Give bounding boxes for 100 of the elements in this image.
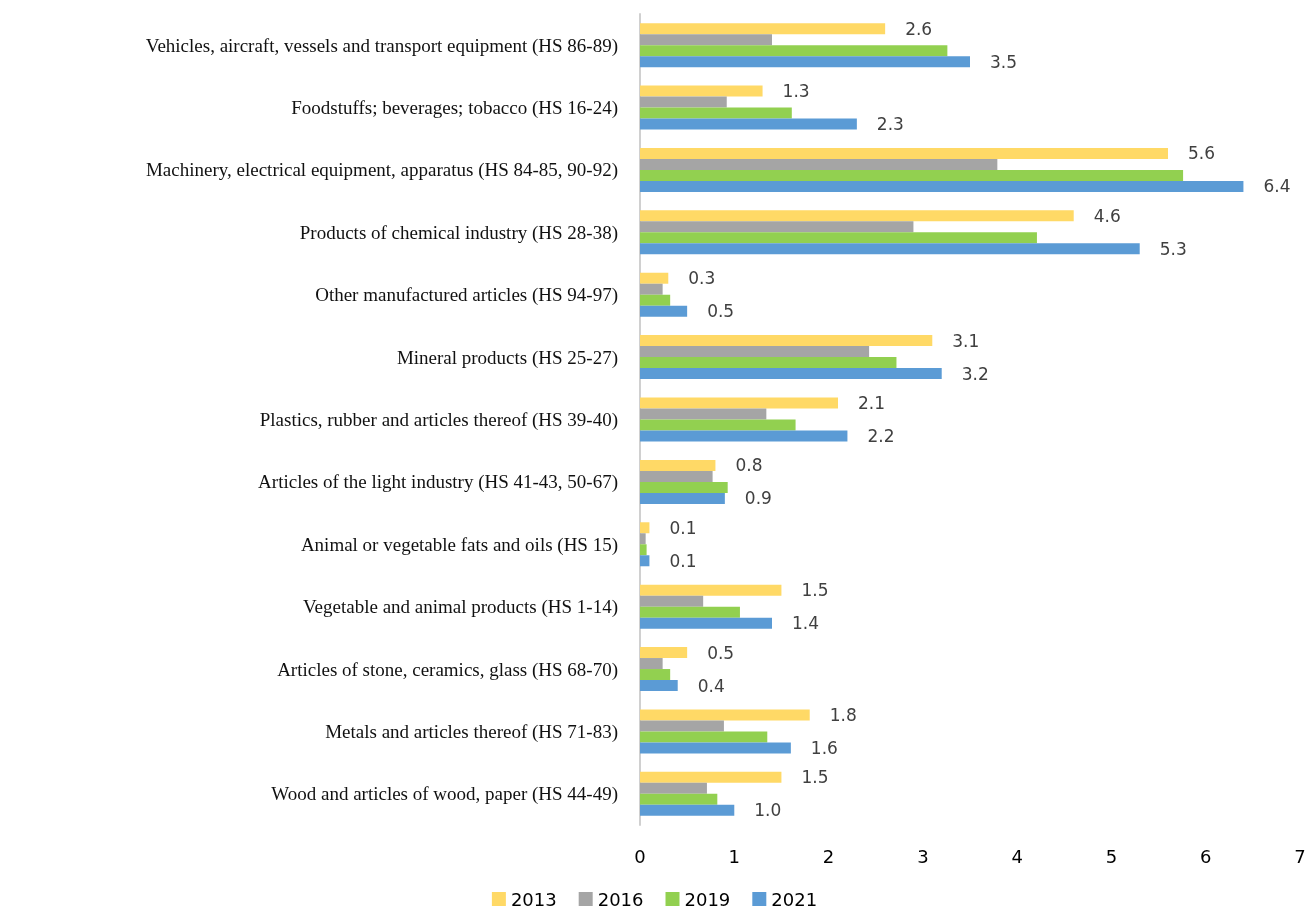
bar	[640, 210, 1074, 222]
bar	[640, 45, 948, 57]
y-tick-label: Metals and articles thereof (HS 71-83)	[325, 720, 618, 743]
y-tick-label: Products of chemical industry (HS 28-38)	[299, 221, 618, 244]
data-label: 5.6	[1188, 143, 1216, 164]
bar	[640, 669, 671, 681]
bar	[640, 368, 942, 380]
data-label: 1.5	[801, 580, 829, 601]
bar	[640, 283, 663, 295]
data-label: 1.6	[810, 737, 838, 758]
x-tick-label: 6	[1199, 845, 1212, 867]
bar	[640, 709, 810, 721]
bar	[640, 680, 678, 692]
x-tick-label: 4	[1011, 845, 1023, 867]
x-tick-label: 2	[822, 845, 835, 867]
bar	[640, 595, 704, 607]
y-tick-label: Foodstuffs; beverages; tobacco (HS 16-24)	[291, 97, 618, 120]
bar	[640, 793, 718, 805]
bar	[640, 180, 1244, 192]
data-label: 0.8	[735, 455, 763, 476]
y-tick-label: Articles of the light industry (HS 41-43, 50-67)	[258, 471, 618, 494]
bar	[640, 771, 782, 783]
bar	[640, 720, 724, 732]
y-tick-label: Articles of stone, ceramics, glass (HS 68-70)	[277, 658, 618, 681]
data-label: 1.8	[829, 704, 857, 725]
bar	[640, 731, 768, 743]
data-label: 6.4	[1263, 176, 1291, 197]
bar	[640, 147, 1168, 159]
y-tick-label: Vegetable and animal products (HS 1-14)	[303, 596, 618, 619]
data-label: 2.2	[867, 426, 895, 446]
data-label: 3.2	[961, 363, 989, 384]
y-tick-label: Wood and articles of wood, paper (HS 44-49)	[271, 783, 618, 806]
bar	[640, 658, 663, 670]
bar	[640, 357, 897, 369]
bar	[640, 533, 646, 545]
data-label: 0.9	[744, 488, 772, 509]
bar	[640, 419, 796, 431]
bar	[640, 118, 857, 130]
bar	[640, 742, 791, 754]
bar	[640, 544, 647, 556]
data-label: 2.1	[858, 393, 886, 413]
bar	[640, 107, 792, 119]
legend-label: 2021	[771, 888, 818, 910]
data-label: 0.4	[697, 675, 725, 696]
bar	[640, 606, 740, 618]
legend-label: 2019	[684, 888, 731, 910]
bar	[640, 158, 998, 170]
bar	[640, 34, 772, 46]
legend-label: 2016	[597, 888, 644, 910]
data-label: 0.5	[707, 642, 735, 663]
data-label: 2.3	[876, 114, 904, 135]
bar	[640, 430, 848, 442]
data-label: 0.5	[707, 301, 735, 322]
data-label: 4.6	[1093, 205, 1121, 226]
y-tick-label: Animal or vegetable fats and oils (HS 15)	[300, 533, 618, 556]
y-tick-label: Machinery, electrical equipment, apparatus (HS 84-85, 90-92)	[145, 159, 618, 182]
data-label: 1.5	[801, 767, 829, 788]
bar	[640, 584, 782, 596]
x-tick-label: 5	[1105, 845, 1118, 867]
x-tick-label: 1	[728, 845, 741, 867]
data-label: 5.3	[1159, 238, 1187, 259]
data-label: 1.0	[754, 800, 782, 821]
bar	[640, 647, 688, 659]
bar	[640, 23, 886, 35]
data-label: 1.3	[782, 81, 810, 102]
y-tick-label: Vehicles, aircraft, vessels and transport equipment (HS 86-89)	[145, 34, 618, 57]
bar	[640, 85, 763, 97]
bar	[640, 397, 838, 409]
bar	[640, 555, 650, 567]
bar	[640, 804, 735, 816]
bar	[640, 408, 767, 420]
bar	[640, 470, 713, 482]
bar	[640, 56, 970, 68]
bar	[640, 481, 728, 493]
data-label: 1.4	[792, 613, 820, 634]
bar	[640, 169, 1184, 181]
data-label: 0.1	[669, 517, 697, 538]
bar	[640, 492, 725, 504]
data-label: 3.5	[990, 51, 1018, 72]
y-tick-label: Plastics, rubber and articles thereof (HS 39-40)	[259, 409, 618, 431]
x-tick-label: 0	[634, 845, 646, 867]
y-tick-label: Other manufactured articles (HS 94-97)	[315, 284, 618, 307]
bar	[640, 346, 870, 358]
bar	[640, 782, 707, 794]
bar	[640, 232, 1037, 244]
data-label: 2.6	[905, 18, 933, 39]
bar	[640, 272, 669, 284]
bar	[640, 459, 716, 471]
x-tick-label: 7	[1294, 845, 1306, 867]
bar	[640, 305, 688, 317]
data-label: 0.1	[669, 550, 697, 571]
bar	[640, 294, 671, 306]
x-tick-label: 3	[917, 845, 929, 867]
bar	[640, 522, 650, 534]
data-label: 3.1	[952, 330, 980, 351]
bar	[640, 221, 914, 233]
legend-label: 2013	[510, 888, 557, 910]
data-label: 0.3	[688, 268, 716, 289]
bar	[640, 243, 1140, 255]
bar	[640, 96, 727, 108]
